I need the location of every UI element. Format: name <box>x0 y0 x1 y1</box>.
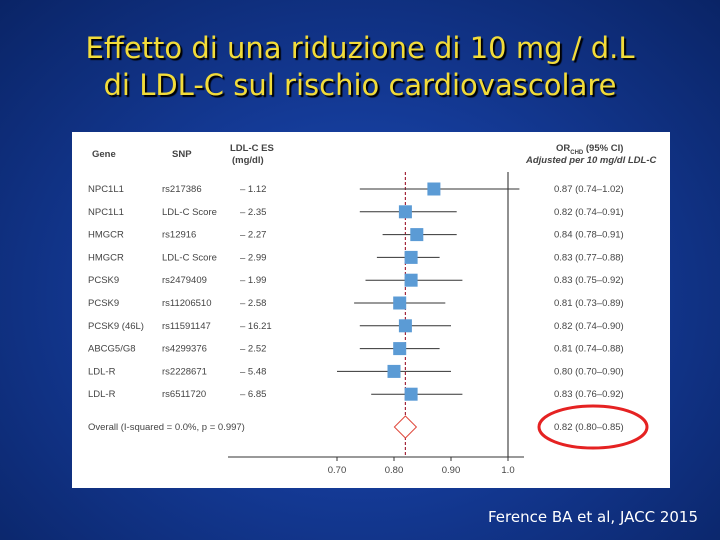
row-ci-label: 0.83 (0.76–0.92) <box>554 389 624 400</box>
row-gene: ABCG5/G8 <box>88 344 136 355</box>
point-estimate-marker <box>404 250 418 264</box>
row-gene: LDL-R <box>88 389 116 400</box>
slide-title-line-1: Effetto di una riduzione di 10 mg / d.L <box>85 31 635 65</box>
row-ci-label: 0.80 (0.70–0.90) <box>554 366 624 377</box>
forest-plot: Gene SNP LDL-C ES (mg/dl) ORCHD (95% CI)… <box>88 143 657 476</box>
citation: Ference BA et al, JACC 2015 <box>488 508 698 526</box>
row-ci-label: 0.81 (0.74–0.88) <box>554 344 624 355</box>
row-es: – 16.21 <box>240 321 272 332</box>
row-ci-label: 0.83 (0.75–0.92) <box>554 275 624 286</box>
row-ci-label: 0.87 (0.74–1.02) <box>554 184 624 195</box>
row-es: – 6.85 <box>240 389 266 400</box>
highlight-ellipse <box>537 404 649 450</box>
overall-diamond <box>393 415 418 439</box>
row-snp: rs11591147 <box>162 321 211 332</box>
forest-plot-panel: Gene SNP LDL-C ES (mg/dl) ORCHD (95% CI)… <box>72 132 670 488</box>
header-or-sub: CHD <box>570 150 584 156</box>
x-tick-label: 0.70 <box>328 465 347 476</box>
x-tick-label: 0.90 <box>442 465 461 476</box>
row-gene: PCSK9 (46L) <box>88 321 144 332</box>
slide-title: Effetto di una riduzione di 10 mg / d.L … <box>0 30 720 104</box>
point-estimate-marker <box>393 342 407 356</box>
row-gene: NPC1L1 <box>88 184 124 195</box>
point-estimate-marker <box>427 182 441 196</box>
header-or: ORCHD (95% CI) <box>556 143 623 156</box>
row-es: – 1.12 <box>240 184 266 195</box>
row-es: – 2.58 <box>240 298 266 309</box>
row-gene: NPC1L1 <box>88 207 124 218</box>
row-es: – 2.99 <box>240 252 266 263</box>
row-snp: rs12916 <box>162 230 196 241</box>
x-tick-label: 1.0 <box>501 465 514 476</box>
row-snp: LDL-C Score <box>162 252 217 263</box>
row-gene: PCSK9 <box>88 275 119 286</box>
row-ci-label: 0.82 (0.74–0.91) <box>554 207 624 218</box>
slide-title-line-2: di LDL-C sul rischio cardiovascolare <box>103 68 617 102</box>
header-snp: SNP <box>172 149 192 160</box>
point-estimate-marker <box>404 273 418 287</box>
point-estimate-marker <box>398 205 412 219</box>
row-snp: rs6511720 <box>162 389 206 400</box>
point-estimate-marker <box>398 319 412 333</box>
header-es-line-2: (mg/dl) <box>232 155 264 166</box>
row-snp: rs4299376 <box>162 344 207 355</box>
header-gene: Gene <box>92 149 116 160</box>
row-ci-label: 0.81 (0.73–0.89) <box>554 298 624 309</box>
row-es: – 5.48 <box>240 366 266 377</box>
overall-label: Overall (I-squared = 0.0%, p = 0.997) <box>88 422 245 433</box>
row-ci-label: 0.83 (0.77–0.88) <box>554 252 624 263</box>
row-gene: HMGCR <box>88 252 124 263</box>
row-es: – 2.27 <box>240 230 266 241</box>
row-ci-label: 0.82 (0.74–0.90) <box>554 321 624 332</box>
row-snp: LDL-C Score <box>162 207 217 218</box>
row-snp: rs217386 <box>162 184 202 195</box>
header-or-rest: (95% CI) <box>583 143 623 154</box>
row-gene: HMGCR <box>88 230 124 241</box>
row-snp: rs2479409 <box>162 275 207 286</box>
row-snp: rs11206510 <box>162 298 211 309</box>
header-or-main: OR <box>556 143 570 154</box>
point-estimate-marker <box>404 387 418 401</box>
row-es: – 2.52 <box>240 344 266 355</box>
header-es-line-1: LDL-C ES <box>230 143 274 154</box>
row-gene: PCSK9 <box>88 298 119 309</box>
x-tick-label: 0.80 <box>385 465 404 476</box>
header-or-line-2: Adjusted per 10 mg/dl LDL-C <box>525 155 657 166</box>
point-estimate-marker <box>393 296 407 310</box>
row-es: – 1.99 <box>240 275 266 286</box>
row-ci-label: 0.84 (0.78–0.91) <box>554 230 624 241</box>
point-estimate-marker <box>387 364 401 378</box>
point-estimate-marker <box>410 228 424 242</box>
row-snp: rs2228671 <box>162 366 207 377</box>
row-es: – 2.35 <box>240 207 266 218</box>
overall-ci: 0.82 (0.80–0.85) <box>554 422 624 433</box>
row-gene: LDL-R <box>88 366 116 377</box>
